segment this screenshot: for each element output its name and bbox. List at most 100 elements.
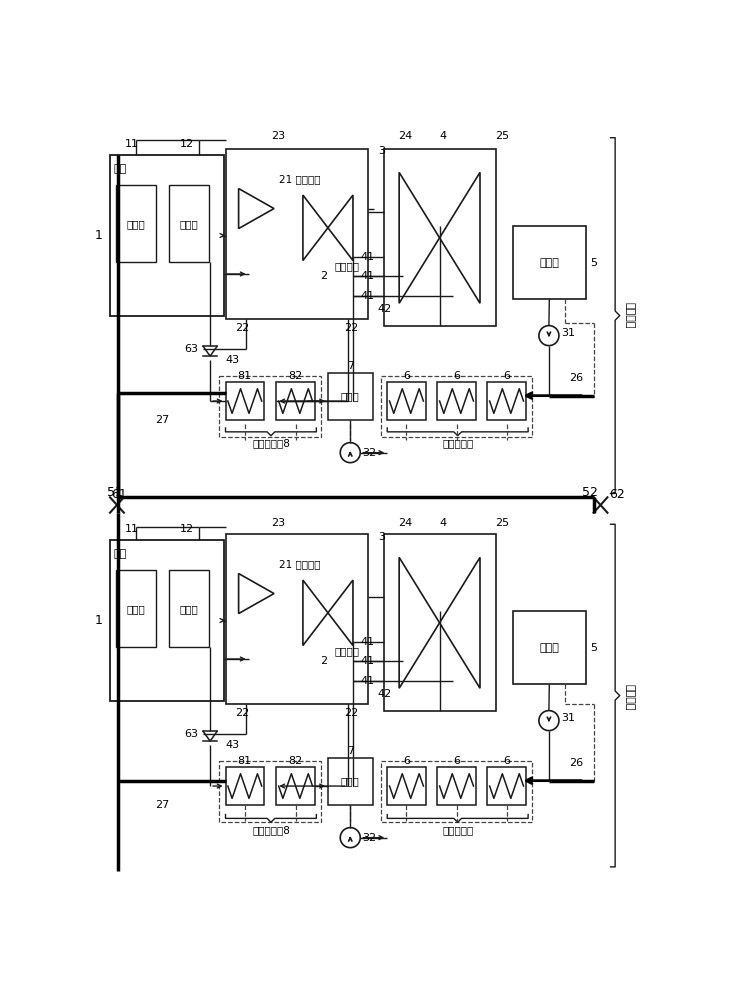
Text: 2: 2: [320, 656, 328, 666]
Bar: [437, 382, 476, 420]
Bar: [277, 382, 315, 420]
Text: 冷凝器: 冷凝器: [539, 643, 559, 653]
Bar: [512, 226, 586, 299]
Text: 锅炉: 锅炉: [114, 164, 127, 174]
Text: 4: 4: [440, 131, 447, 141]
Text: 21 高压渦轮: 21 高压渦轮: [280, 174, 321, 184]
Bar: [328, 373, 372, 420]
Text: 低压加热器: 低压加热器: [442, 438, 474, 448]
Text: 7: 7: [347, 361, 354, 371]
Text: 31: 31: [561, 328, 575, 338]
Text: 1: 1: [94, 614, 102, 627]
Text: 脱气器: 脱气器: [341, 776, 360, 786]
Text: 42: 42: [377, 689, 391, 699]
Bar: [387, 382, 426, 420]
Text: 24: 24: [399, 518, 413, 528]
Text: 43: 43: [226, 740, 239, 750]
Bar: [328, 758, 372, 805]
Text: 再热器: 再热器: [179, 219, 198, 229]
Text: 锅炉: 锅炉: [114, 549, 127, 559]
Text: 25: 25: [495, 131, 509, 141]
Text: 52: 52: [582, 486, 597, 499]
Text: 41: 41: [361, 252, 375, 262]
Text: 高压加热器8: 高压加热器8: [252, 825, 290, 835]
Text: 中压渦轮: 中压渦轮: [334, 261, 359, 271]
Text: 31: 31: [561, 713, 575, 723]
Text: 脱气器: 脱气器: [341, 391, 360, 401]
Text: 41: 41: [361, 676, 375, 686]
Text: 11: 11: [125, 139, 139, 149]
Text: 7: 7: [347, 746, 354, 756]
Text: 61: 61: [112, 488, 127, 501]
Text: 63: 63: [184, 344, 198, 354]
Text: 过热器: 过热器: [127, 604, 145, 614]
Text: 22: 22: [344, 323, 358, 333]
Bar: [437, 767, 476, 805]
Text: 5: 5: [591, 643, 597, 653]
Text: 中压渦轮: 中压渦轮: [334, 646, 359, 656]
Text: 27: 27: [155, 415, 169, 425]
Text: 4: 4: [440, 518, 447, 528]
Text: 41: 41: [361, 291, 375, 301]
Text: 41: 41: [361, 656, 375, 666]
Text: 6: 6: [453, 371, 460, 381]
Text: 26: 26: [569, 373, 583, 383]
Text: 6: 6: [453, 756, 460, 766]
Text: 43: 43: [226, 355, 239, 365]
Text: 81: 81: [238, 371, 252, 381]
Text: 81: 81: [238, 756, 252, 766]
Text: 23: 23: [271, 131, 285, 141]
Bar: [169, 185, 209, 262]
Text: 1: 1: [94, 229, 102, 242]
Bar: [387, 767, 426, 805]
Text: 2: 2: [320, 271, 328, 281]
Bar: [384, 149, 496, 326]
Bar: [169, 570, 209, 647]
Text: 24: 24: [399, 131, 413, 141]
Text: 22: 22: [235, 708, 250, 718]
Bar: [488, 767, 526, 805]
Bar: [512, 611, 586, 684]
Bar: [226, 767, 264, 805]
Text: 51: 51: [107, 486, 123, 499]
Text: 41: 41: [361, 271, 375, 281]
Bar: [381, 376, 532, 437]
Text: 22: 22: [344, 708, 358, 718]
Text: 22: 22: [235, 323, 250, 333]
Text: 63: 63: [184, 729, 198, 739]
Bar: [219, 761, 321, 822]
Bar: [384, 534, 496, 711]
Text: 42: 42: [377, 304, 391, 314]
Text: 冷凝器: 冷凝器: [539, 258, 559, 268]
Text: 32: 32: [363, 833, 377, 843]
Bar: [116, 185, 156, 262]
Text: 26: 26: [569, 758, 583, 768]
Text: 25: 25: [495, 518, 509, 528]
Text: 再热器: 再热器: [179, 604, 198, 614]
Bar: [116, 570, 156, 647]
Text: 低压加热器: 低压加热器: [442, 825, 474, 835]
Text: 高压加热器8: 高压加热器8: [252, 438, 290, 448]
Text: 12: 12: [180, 524, 194, 534]
Text: 62: 62: [609, 488, 625, 501]
Text: 41: 41: [361, 637, 375, 647]
Bar: [226, 149, 368, 319]
Bar: [110, 155, 224, 316]
Text: 过热器: 过热器: [127, 219, 145, 229]
Text: 32: 32: [363, 448, 377, 458]
Text: 第二单元: 第二单元: [625, 684, 635, 711]
Bar: [488, 382, 526, 420]
Text: 5: 5: [591, 258, 597, 268]
Bar: [277, 767, 315, 805]
Bar: [226, 382, 264, 420]
Text: 6: 6: [503, 371, 510, 381]
Text: 21 高压渦轮: 21 高压渦轮: [280, 559, 321, 569]
Text: 12: 12: [180, 139, 194, 149]
Text: 6: 6: [403, 756, 410, 766]
Text: 11: 11: [125, 524, 139, 534]
Text: 23: 23: [271, 518, 285, 528]
Bar: [226, 534, 368, 704]
Text: 27: 27: [155, 800, 169, 810]
Bar: [110, 540, 224, 701]
Text: 82: 82: [288, 371, 303, 381]
